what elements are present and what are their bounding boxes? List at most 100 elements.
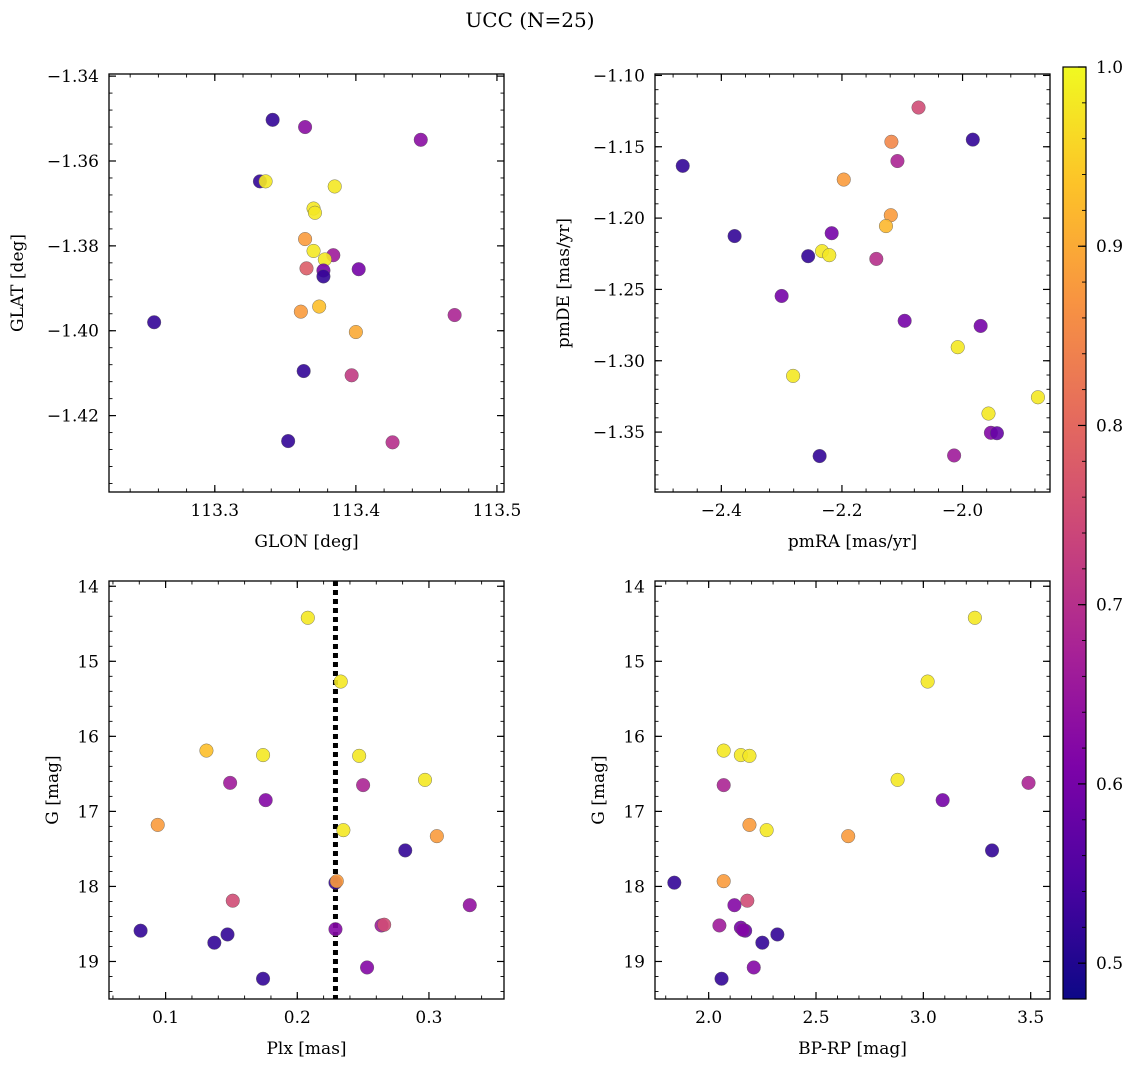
data-point	[258, 793, 273, 808]
data-point	[296, 364, 311, 379]
y-tick-label: −1.35	[593, 423, 645, 443]
y-tick-label: 17	[77, 802, 99, 822]
x-axis-label: Plx [mas]	[266, 1039, 346, 1059]
y-axis-label: GLAT [deg]	[8, 234, 28, 332]
data-point	[281, 434, 296, 449]
data-point	[316, 269, 331, 284]
points	[147, 112, 462, 450]
data-point	[736, 922, 751, 937]
data-point	[1030, 390, 1045, 405]
data-point	[897, 313, 912, 328]
y-tick-label: 19	[623, 952, 645, 972]
data-point	[223, 775, 238, 790]
data-point	[727, 229, 742, 244]
data-point	[351, 262, 366, 277]
data-point	[774, 288, 789, 303]
data-point	[911, 100, 926, 115]
data-point	[133, 923, 148, 938]
y-tick-label: −1.34	[47, 67, 99, 87]
data-point	[225, 893, 240, 908]
data-point	[413, 132, 428, 147]
data-point	[327, 179, 342, 194]
data-point	[356, 778, 371, 793]
axes-frame	[654, 580, 1051, 1000]
y-tick-label: 15	[77, 652, 99, 672]
data-point	[786, 368, 801, 383]
y-axis-label: pmDE [mas/yr]	[554, 218, 574, 348]
data-point	[920, 674, 935, 689]
data-point	[336, 823, 351, 838]
data-point	[385, 435, 400, 450]
data-point	[1021, 775, 1036, 790]
data-point	[462, 898, 477, 913]
y-tick-label: 14	[77, 577, 99, 597]
data-point	[199, 743, 214, 758]
data-point	[447, 308, 462, 323]
y-tick-label: 16	[623, 727, 645, 747]
axes-frame	[108, 580, 505, 1000]
data-point	[298, 120, 313, 135]
panel-plx-g: 0.1 0.2 0.3 14 15 16 17 18 19 Plx [mas] G [mag]	[43, 577, 505, 1059]
data-point	[256, 748, 271, 763]
data-point	[312, 299, 327, 314]
colorbar-tick-label: 0.5	[1096, 954, 1123, 974]
data-point	[755, 935, 770, 950]
data-point	[746, 960, 761, 975]
axes-frame	[654, 73, 1051, 493]
y-tick-label: −1.10	[593, 66, 645, 86]
x-tick-label: 113.3	[190, 501, 239, 521]
data-point	[989, 426, 1004, 441]
points	[667, 610, 1036, 986]
data-point	[300, 610, 315, 625]
data-point	[429, 829, 444, 844]
data-point	[935, 793, 950, 808]
data-point	[890, 772, 905, 787]
data-point	[306, 243, 321, 258]
data-point	[667, 875, 682, 890]
x-tick-label: −2.2	[821, 501, 862, 521]
data-point	[150, 817, 165, 832]
data-point	[981, 406, 996, 421]
x-axis-label: BP-RP [mag]	[798, 1039, 907, 1059]
x-tick-label: 113.4	[332, 501, 381, 521]
x-tick-label: −2.4	[701, 501, 742, 521]
x-tick-label: 3.5	[1017, 1008, 1044, 1028]
x-tick-label: 113.5	[473, 501, 522, 521]
data-point	[675, 158, 690, 173]
y-tick-label: −1.30	[593, 352, 645, 372]
data-point	[348, 325, 363, 340]
data-point	[333, 674, 348, 689]
data-point	[947, 448, 962, 463]
data-point	[727, 898, 742, 913]
data-point	[712, 918, 727, 933]
data-point	[716, 778, 731, 793]
figure-title: UCC (N=25)	[465, 8, 594, 32]
data-point	[950, 340, 965, 355]
x-tick-label: 2.0	[695, 1008, 722, 1028]
x-tick-label: 0.1	[152, 1008, 179, 1028]
y-tick-label: 18	[623, 877, 645, 897]
data-point	[841, 829, 856, 844]
data-point	[265, 112, 280, 127]
y-axis-label: G [mag]	[589, 755, 609, 824]
data-point	[742, 817, 757, 832]
data-point	[714, 971, 729, 986]
data-point	[742, 748, 757, 763]
y-tick-label: 19	[77, 952, 99, 972]
colorbar-tick-label: 1.0	[1096, 58, 1123, 78]
panel-cmd: 2.0 2.5 3.0 3.5 14 15 16 17 18 19 BP-RP [mag] G [ma…	[589, 577, 1051, 1059]
points	[675, 100, 1045, 464]
data-point	[307, 205, 322, 220]
data-point	[770, 927, 785, 942]
x-axis-label: pmRA [mas/yr]	[788, 532, 917, 552]
x-tick-label: −2.0	[942, 501, 983, 521]
y-tick-label: 16	[77, 727, 99, 747]
data-point	[985, 843, 1000, 858]
y-tick-label: −1.40	[47, 322, 99, 342]
data-point	[329, 874, 344, 889]
data-point	[890, 154, 905, 169]
axes-frame	[108, 73, 505, 493]
y-tick-label: 18	[77, 877, 99, 897]
data-point	[220, 927, 235, 942]
